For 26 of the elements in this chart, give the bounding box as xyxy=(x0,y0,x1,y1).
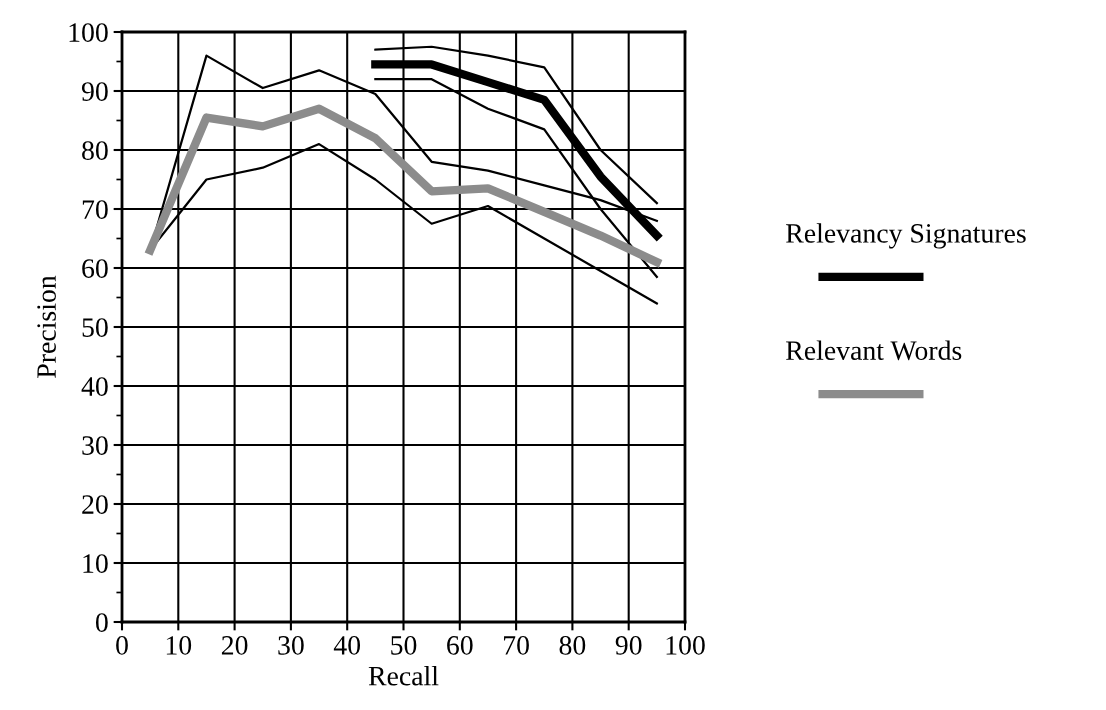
text: Relevancy Signatures xyxy=(786,223,1026,249)
y-tick-label: 10 xyxy=(83,554,108,573)
x-tick-label: 60 xyxy=(447,636,473,655)
x-tick-label: 30 xyxy=(278,636,304,655)
y-tick-label: 70 xyxy=(82,200,108,219)
y-tick-label: 90 xyxy=(81,82,108,101)
x-tick-label: 50 xyxy=(391,636,417,655)
y-tick-label: 50 xyxy=(82,318,108,337)
x-tick-label: 40 xyxy=(333,636,361,655)
y-tick-label: 20 xyxy=(82,495,108,514)
y-tick-label: 30 xyxy=(82,436,108,455)
x-tick-label: 20 xyxy=(221,636,248,655)
x-tick-label: 0 xyxy=(116,636,128,655)
y-tick-label: 100 xyxy=(69,23,108,42)
y-tick-label: 80 xyxy=(82,141,108,160)
y-tick-label: 60 xyxy=(82,259,108,278)
x-tick-label: 90 xyxy=(615,636,642,655)
x-axis-title: Recall xyxy=(368,665,439,686)
x-tick-label: 10 xyxy=(166,636,192,655)
x-tick-label: 100 xyxy=(666,636,705,655)
x-tick-label: 70 xyxy=(504,636,529,655)
y-axis-title: Precision xyxy=(37,275,56,378)
text: Relevant Words xyxy=(786,340,962,361)
y-tick-label: 0 xyxy=(95,613,108,632)
x-tick-label: 80 xyxy=(559,636,586,655)
y-tick-label: 40 xyxy=(81,377,108,396)
